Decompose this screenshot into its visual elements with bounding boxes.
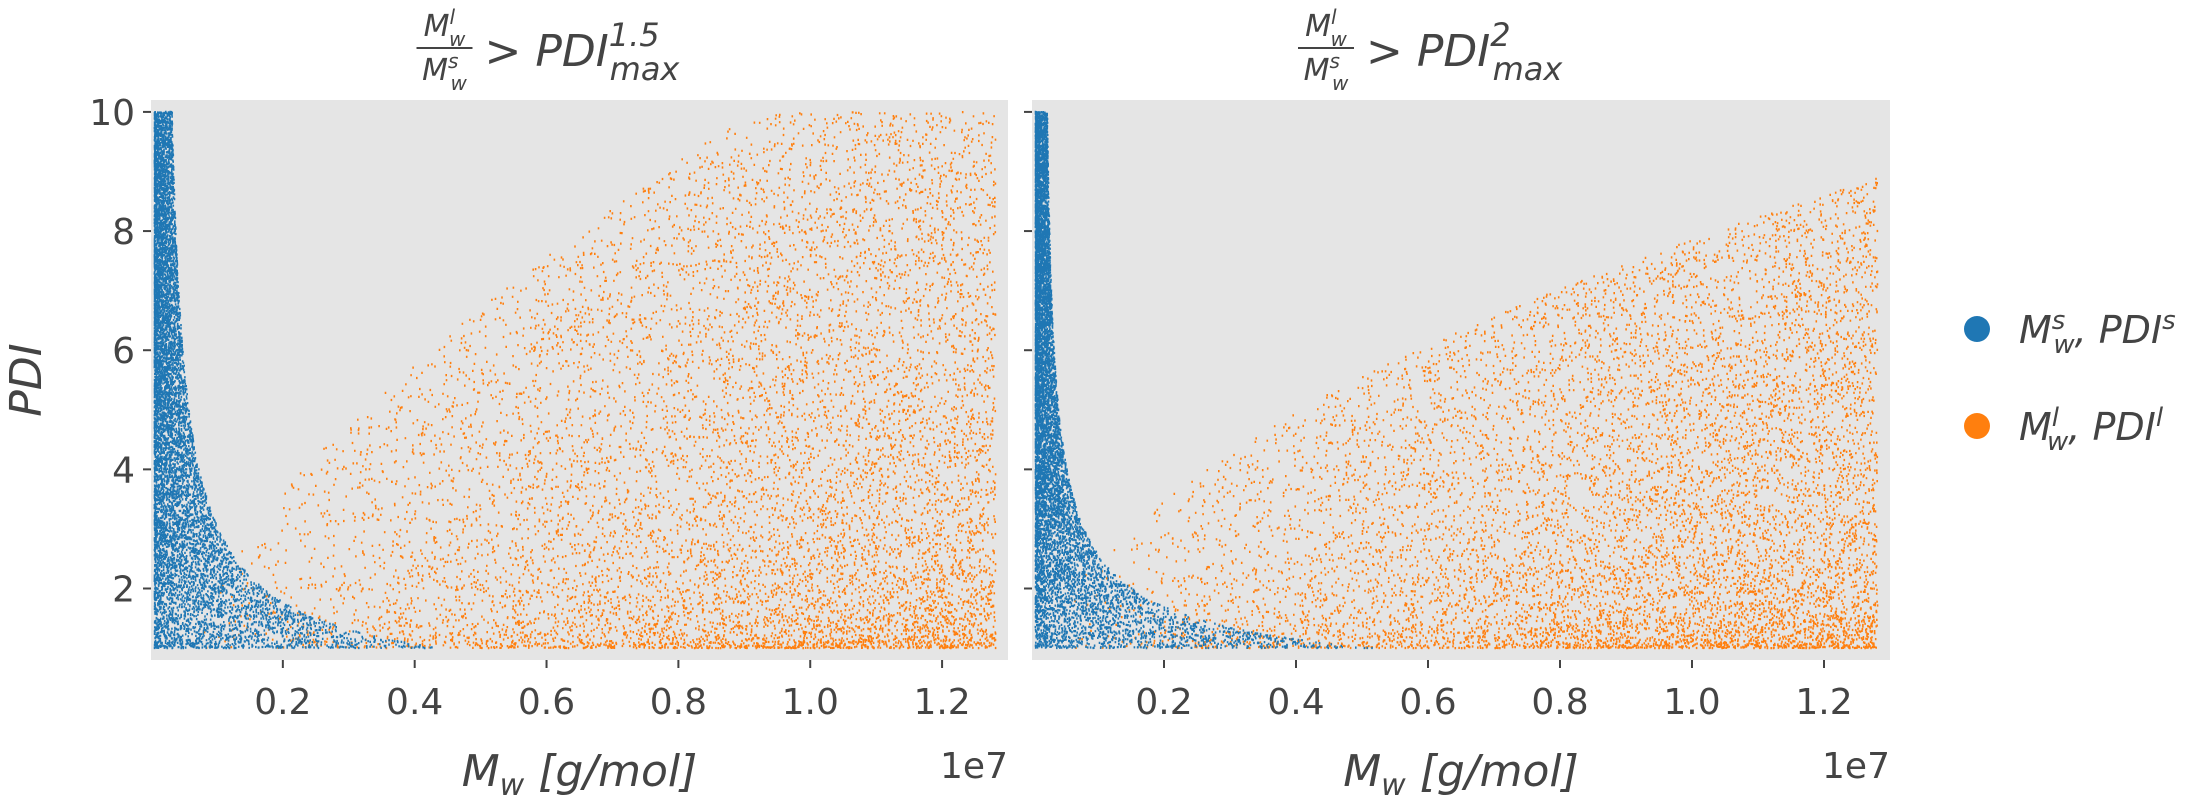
plot-area — [1032, 100, 1890, 660]
title-denominator: Ms w — [1304, 49, 1349, 95]
x-tick-label: 1.0 — [782, 682, 839, 723]
plot-area — [151, 100, 1008, 660]
y-tick-label: 8 — [112, 212, 135, 253]
x-tick-label: 0.2 — [254, 682, 311, 723]
subplot-title: Ml wMs w > PDI2 max — [1298, 5, 1563, 95]
legend-marker — [1964, 413, 1990, 439]
points-layer — [1034, 110, 1879, 650]
series-large-points — [1074, 177, 1879, 650]
title-denominator: Ms w — [422, 49, 467, 95]
x-axis-label: Mw [g/mol] — [462, 746, 698, 803]
x-tick-label: 0.8 — [1531, 682, 1588, 723]
subplot-title: Ml wMs w > PDI1.5 max — [416, 5, 681, 95]
y-axis-label: PDI — [1, 343, 52, 416]
legend-marker — [1964, 316, 1990, 342]
x-tick-label: 0.4 — [386, 682, 443, 723]
points-layer — [153, 110, 997, 650]
x-tick-label: 1.0 — [1663, 682, 1720, 723]
x-offset-label: 1e7 — [1822, 746, 1890, 787]
subplot-left: 0.2 0.4 0.6 0.8 1.0 1.2 2 4 6 8 10 1e7 Mw [g/mol] PDI… — [1, 5, 1008, 803]
legend-label: Ms w, PDIs — [2019, 306, 2176, 360]
title-relation: > PDI2 max — [1366, 16, 1563, 88]
title-numerator: Ml w — [1305, 5, 1347, 51]
x-tick-label: 0.2 — [1135, 682, 1192, 723]
x-tick-label: 0.4 — [1267, 682, 1324, 723]
series-small-points — [153, 110, 433, 650]
subplot-right: 0.2 0.4 0.6 0.8 1.0 1.2 1e7 Mw [g/mol] Ml wMs w > P… — [1024, 5, 1890, 803]
y-tick-label: 10 — [89, 93, 135, 134]
x-tick-label: 0.6 — [1399, 682, 1456, 723]
x-tick-label: 0.6 — [518, 682, 575, 723]
legend-label: Ml w, PDIl — [2019, 403, 2164, 457]
y-tick-label: 2 — [112, 570, 135, 611]
x-axis-label: Mw [g/mol] — [1343, 746, 1579, 803]
series-small-points — [1034, 110, 1373, 650]
x-tick-label: 1.2 — [913, 682, 970, 723]
y-tick-label: 4 — [112, 450, 135, 491]
x-tick-label: 0.8 — [650, 682, 707, 723]
x-tick-label: 1.2 — [1795, 682, 1852, 723]
title-numerator: Ml w — [424, 5, 466, 51]
legend: Ms w, PDIs Ml w, PDIl — [1964, 306, 2176, 457]
x-offset-label: 1e7 — [940, 746, 1008, 787]
legend-item: Ml w, PDIl — [1964, 403, 2164, 457]
title-relation: > PDI1.5 max — [485, 16, 681, 88]
y-tick-label: 6 — [112, 331, 135, 372]
legend-item: Ms w, PDIs — [1964, 306, 2176, 360]
